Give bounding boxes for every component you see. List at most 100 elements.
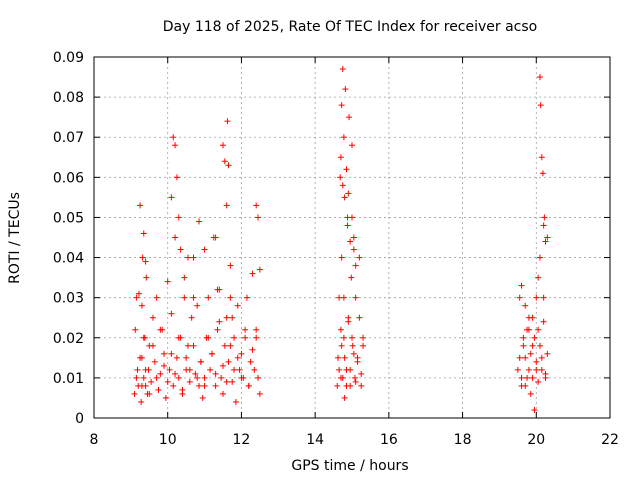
data-point	[544, 350, 551, 357]
x-tick-label: 18	[454, 432, 472, 448]
data-point	[179, 386, 186, 393]
data-point	[527, 350, 534, 357]
data-point	[225, 162, 232, 169]
data-point	[345, 190, 352, 197]
data-point	[349, 334, 355, 341]
data-point	[255, 214, 262, 221]
data-point	[146, 390, 153, 397]
data-point	[347, 366, 354, 373]
data-point	[138, 398, 145, 405]
data-point	[525, 326, 532, 333]
data-point	[255, 374, 262, 381]
data-point	[349, 342, 356, 349]
data-point	[347, 238, 354, 245]
data-point	[533, 358, 540, 365]
data-point	[522, 382, 529, 389]
data-point	[227, 262, 234, 269]
data-point	[139, 254, 146, 261]
data-point	[184, 254, 191, 261]
data-point	[536, 74, 543, 81]
data-point	[531, 406, 538, 413]
data-point	[164, 378, 171, 385]
data-point	[336, 366, 343, 373]
y-tick-label: 0.09	[53, 50, 84, 66]
data-point	[341, 354, 348, 361]
data-point	[214, 326, 221, 333]
data-point	[238, 374, 245, 381]
data-point	[183, 354, 190, 361]
data-point	[251, 366, 258, 373]
data-point	[201, 246, 208, 253]
data-point	[135, 290, 142, 297]
data-point	[538, 154, 545, 161]
data-point	[131, 390, 138, 397]
data-point	[190, 254, 197, 261]
data-point	[520, 334, 527, 341]
data-point	[544, 234, 551, 241]
data-point	[345, 318, 352, 325]
data-point	[538, 354, 545, 361]
data-point	[541, 214, 548, 221]
data-point	[173, 354, 180, 361]
data-point	[253, 326, 260, 333]
data-point	[518, 282, 525, 289]
data-point	[168, 310, 175, 317]
data-point	[350, 246, 357, 253]
data-point	[536, 342, 543, 349]
data-point	[172, 142, 179, 149]
data-point	[132, 326, 139, 333]
data-point	[229, 378, 236, 385]
data-point	[148, 378, 155, 385]
data-point	[232, 398, 239, 405]
data-point	[208, 350, 215, 357]
data-point	[337, 326, 344, 333]
data-point	[153, 294, 160, 301]
data-point	[190, 294, 197, 301]
data-point	[529, 342, 536, 349]
data-point	[181, 274, 188, 281]
data-point	[225, 358, 232, 365]
y-tick-label: 0.06	[53, 170, 84, 186]
data-point	[168, 350, 175, 357]
data-point	[514, 366, 521, 373]
data-point	[238, 350, 245, 357]
data-point	[221, 158, 228, 165]
data-point	[242, 326, 249, 333]
data-point	[168, 194, 175, 201]
data-point	[245, 382, 252, 389]
data-point	[138, 382, 145, 389]
data-point	[358, 370, 365, 377]
data-points	[131, 66, 551, 413]
data-point	[184, 342, 191, 349]
data-point	[542, 370, 549, 377]
data-point	[162, 394, 169, 401]
chart-title: Day 118 of 2025, Rate Of TEC Index for r…	[163, 19, 538, 35]
data-point	[539, 170, 546, 177]
data-point	[157, 370, 164, 377]
data-point	[181, 294, 188, 301]
data-point	[205, 334, 212, 341]
data-point	[256, 266, 263, 273]
data-point	[157, 326, 164, 333]
data-point	[343, 382, 350, 389]
plot-frame	[93, 56, 611, 419]
y-tick-label: 0.04	[53, 251, 84, 267]
data-point	[137, 354, 144, 361]
x-axis-label: GPS time / hours	[291, 458, 408, 474]
data-point	[346, 114, 353, 121]
y-tick-label: 0.05	[53, 210, 84, 226]
data-point	[356, 314, 363, 321]
data-point	[207, 366, 214, 373]
data-point	[197, 358, 204, 365]
data-point	[149, 342, 156, 349]
data-point	[188, 314, 195, 321]
data-point	[536, 254, 543, 261]
data-point	[223, 202, 230, 209]
data-point	[142, 366, 149, 373]
data-point	[175, 334, 182, 341]
data-point	[223, 314, 230, 321]
data-point	[143, 274, 150, 281]
data-point	[348, 274, 355, 281]
data-point	[170, 134, 177, 141]
data-point	[229, 314, 236, 321]
